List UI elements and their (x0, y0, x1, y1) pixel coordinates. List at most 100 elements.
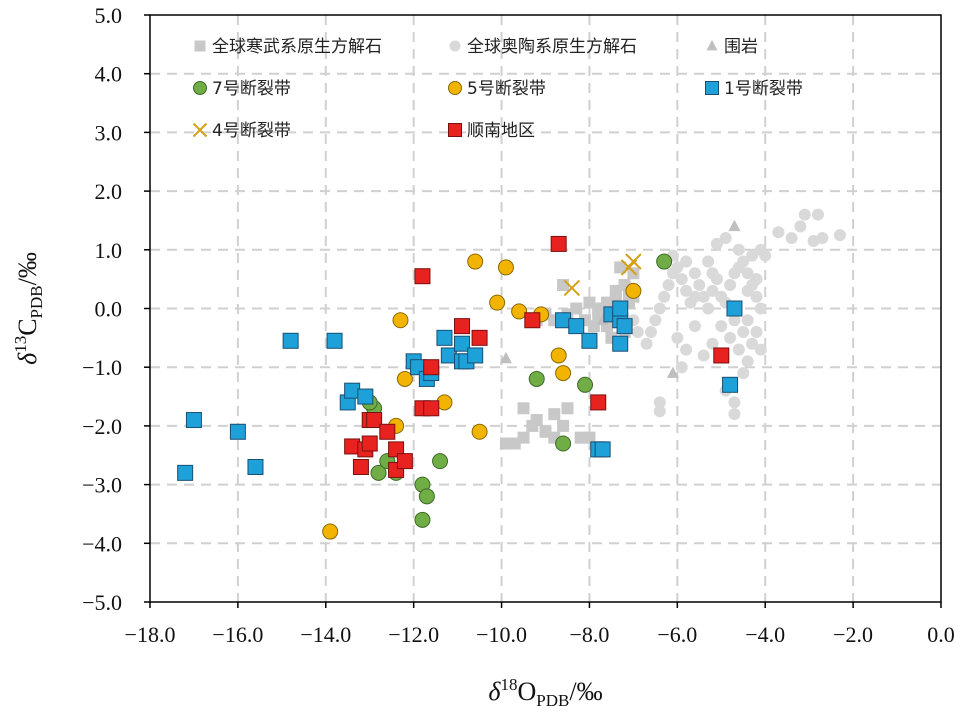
y-tick-label: −2.0 (82, 414, 122, 439)
data-point (728, 396, 741, 409)
data-point (570, 302, 583, 315)
data-point (361, 435, 378, 452)
legend-label: 全球寒武系原生方解石 (212, 37, 382, 57)
series-6 (177, 300, 743, 481)
data-point (746, 249, 759, 262)
legend-marker (192, 122, 208, 138)
data-point (680, 343, 693, 356)
data-point (557, 279, 570, 292)
legend-label: 围岩 (724, 37, 758, 57)
data-point (794, 220, 807, 233)
data-point (741, 267, 754, 280)
data-point (741, 314, 754, 327)
data-point (671, 331, 684, 344)
data-point (528, 370, 545, 387)
data-point (282, 332, 299, 349)
data-point (530, 414, 543, 427)
data-point (688, 290, 701, 303)
data-point (785, 232, 798, 245)
data-point (326, 332, 343, 349)
legend-label: 全球奥陶系原生方解石 (467, 37, 637, 57)
legend-label: 7号断裂带 (212, 79, 291, 99)
y-tick-label: −4.0 (82, 531, 122, 556)
data-point (666, 366, 679, 378)
series-2 (627, 208, 846, 421)
data-point (640, 337, 653, 350)
x-mark-stroke (625, 253, 642, 270)
data-point (627, 267, 640, 280)
data-point (653, 405, 666, 418)
series-5 (322, 253, 642, 540)
data-point (471, 423, 488, 440)
data-point (688, 320, 701, 333)
data-point (680, 284, 693, 297)
y-tick-label: 4.0 (95, 62, 123, 87)
data-point (728, 219, 741, 232)
data-point (741, 284, 754, 297)
data-point (366, 412, 383, 429)
legend-marker (706, 39, 718, 51)
data-point (370, 464, 387, 481)
data-point (568, 318, 585, 335)
series-4 (361, 253, 673, 528)
data-point (548, 408, 561, 421)
legend-marker (193, 81, 207, 95)
data-point (706, 267, 719, 280)
data-point (710, 237, 723, 250)
legend-item: 5号断裂带 (448, 79, 546, 99)
data-point (625, 253, 642, 270)
data-point (396, 453, 413, 470)
data-point (811, 208, 824, 221)
data-point (454, 318, 471, 335)
data-point (583, 431, 596, 444)
data-point (737, 367, 750, 380)
data-point (352, 458, 369, 475)
data-point (489, 294, 506, 311)
legend-item: 4号断裂带 (192, 121, 291, 141)
data-point (577, 376, 594, 393)
data-point (754, 302, 767, 315)
data-point (517, 431, 530, 444)
legend-item: 顺南地区 (448, 121, 535, 141)
x-mark-stroke (192, 122, 208, 138)
data-point (713, 347, 730, 364)
data-point (555, 435, 572, 452)
data-point (653, 396, 666, 409)
data-point (649, 314, 662, 327)
data-point (719, 232, 732, 245)
data-points (177, 208, 846, 540)
legend-marker (449, 40, 461, 52)
data-point (750, 273, 763, 286)
x-tick-label: −16.0 (212, 622, 263, 647)
x-mark-stroke (563, 279, 581, 297)
data-point (631, 325, 644, 338)
data-point (697, 290, 710, 303)
legend-item: 全球奥陶系原生方解石 (449, 37, 637, 57)
data-point (746, 337, 759, 350)
data-point (524, 312, 541, 329)
data-point (396, 370, 413, 387)
data-point (557, 419, 570, 432)
legend-item: 围岩 (706, 37, 758, 57)
data-point (432, 453, 449, 470)
data-point (644, 325, 657, 338)
x-tick-label: −18.0 (125, 622, 176, 647)
data-point (671, 261, 684, 274)
y-tick-label: 2.0 (95, 179, 123, 204)
x-axis-title: δ18OPDB/‰ (488, 675, 602, 710)
data-point (706, 337, 719, 350)
data-point (550, 235, 567, 252)
data-point (322, 523, 339, 540)
data-point (737, 325, 750, 338)
data-point (555, 365, 572, 382)
data-point (379, 423, 396, 440)
data-point (590, 394, 607, 411)
data-point (675, 361, 688, 374)
data-point (724, 331, 737, 344)
data-point (728, 314, 741, 327)
data-point (750, 290, 763, 303)
data-point (724, 279, 737, 292)
data-point (392, 312, 409, 329)
